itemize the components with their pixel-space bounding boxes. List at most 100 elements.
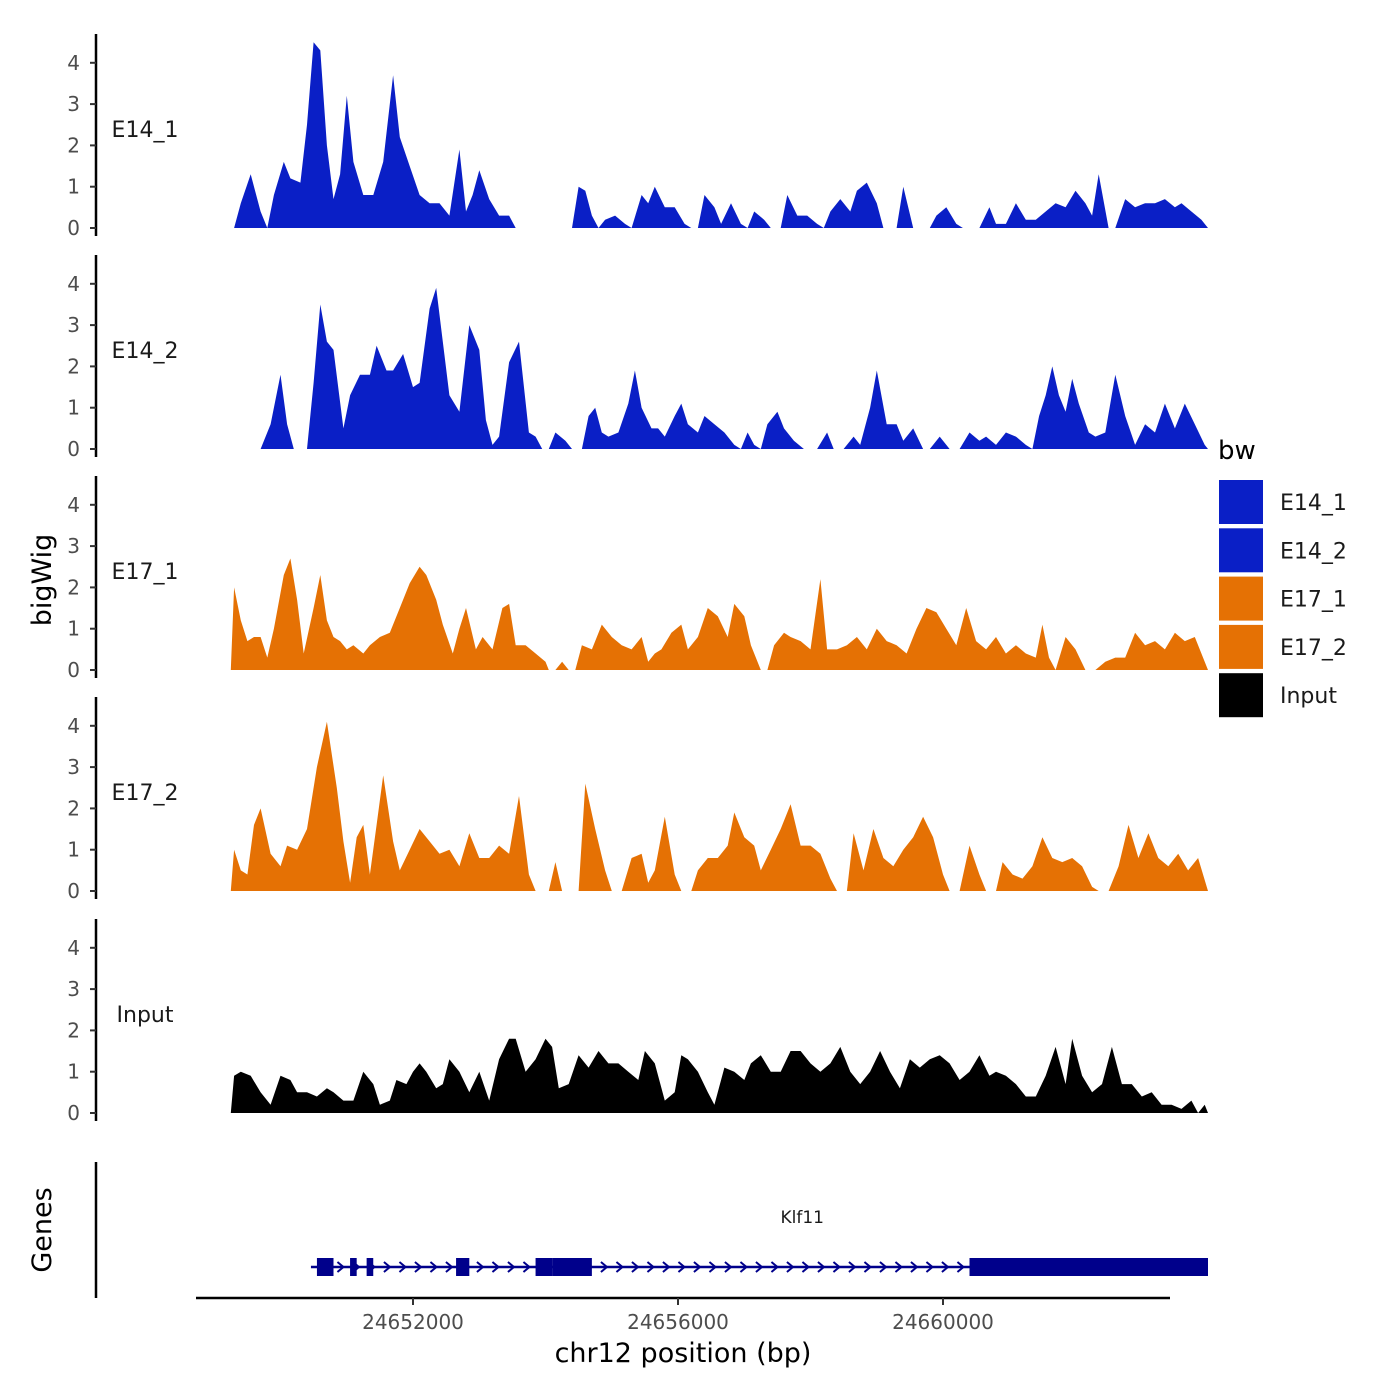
strand-chevron bbox=[786, 1261, 795, 1273]
strand-chevron bbox=[507, 1261, 516, 1273]
strand-chevron bbox=[832, 1261, 842, 1273]
track-label: E17_2 bbox=[112, 781, 179, 806]
strand-chevron bbox=[336, 1261, 346, 1273]
track-e17-2: 0 1 2 3 4 E17_2 bbox=[67, 697, 1209, 903]
legend: bw E14_1 E14_2 E17_1 E17_2 Input bbox=[1218, 436, 1347, 718]
x-axis: 24652000 24656000 24660000 chr12 position … bbox=[196, 1296, 1170, 1369]
gene-name-label: Klf11 bbox=[780, 1208, 824, 1228]
y-tick-label: 1 bbox=[67, 396, 80, 420]
strand-chevron bbox=[941, 1261, 950, 1273]
gene-exon bbox=[366, 1258, 374, 1276]
legend-swatch bbox=[1219, 673, 1263, 718]
track-label: Input bbox=[117, 1003, 174, 1028]
signal-area-input bbox=[230, 1038, 1209, 1113]
x-tick-label: 24660000 bbox=[892, 1310, 994, 1334]
track-e14-1: 0 1 2 3 4 E14_1 bbox=[67, 34, 1209, 240]
track-input: 0 1 2 3 4 Input bbox=[67, 919, 1209, 1125]
strand-chevron bbox=[755, 1261, 764, 1273]
strand-chevron bbox=[445, 1261, 454, 1273]
strand-chevron bbox=[848, 1261, 857, 1273]
y-tick-label: 1 bbox=[67, 617, 80, 641]
strand-chevron bbox=[801, 1261, 811, 1273]
y-tick-label: 0 bbox=[67, 658, 80, 682]
strand-chevron bbox=[925, 1261, 935, 1273]
strand-chevron bbox=[600, 1261, 609, 1273]
y-tick-label: 3 bbox=[67, 313, 80, 337]
strand-chevron bbox=[894, 1261, 904, 1273]
legend-items: E14_1 E14_2 E17_1 E17_2 Input bbox=[1219, 480, 1347, 718]
legend-label: E14_1 bbox=[1280, 491, 1347, 516]
legend-item-e17-2: E17_2 bbox=[1219, 624, 1347, 669]
strand-chevron bbox=[708, 1261, 718, 1273]
legend-swatch bbox=[1219, 576, 1263, 621]
y-axis-title: bigWig bbox=[27, 534, 58, 627]
signal-area-e17-2 bbox=[230, 721, 1209, 891]
strand-chevron bbox=[476, 1261, 485, 1273]
strand-chevron bbox=[491, 1261, 501, 1273]
gene-exon bbox=[535, 1258, 553, 1276]
signal-tracks: 0 1 2 3 4 E14_1 0 1 2 3 4 E14_2 0 1 2 3 4 E17_1 0 1 2 3 4 E17_2… bbox=[67, 34, 1209, 1125]
y-tick-label: 1 bbox=[67, 175, 80, 199]
x-axis-title: chr12 position (bp) bbox=[555, 1338, 812, 1369]
y-tick-label: 1 bbox=[67, 838, 80, 862]
y-tick-label: 4 bbox=[67, 51, 80, 75]
track-e14-2: 0 1 2 3 4 E14_2 bbox=[67, 255, 1209, 461]
gene-model: Klf11 bbox=[310, 1208, 1208, 1276]
legend-item-e17-1: E17_1 bbox=[1219, 576, 1347, 621]
strand-chevron bbox=[646, 1261, 656, 1273]
strand-chevron bbox=[693, 1261, 702, 1273]
y-tick-label: 4 bbox=[67, 714, 80, 738]
y-tick-label: 0 bbox=[67, 1101, 80, 1125]
strand-chevron bbox=[879, 1261, 888, 1273]
legend-label: E17_2 bbox=[1280, 636, 1347, 661]
y-tick-label: 3 bbox=[67, 534, 80, 558]
gene-exon bbox=[552, 1258, 592, 1276]
strand-chevron bbox=[956, 1261, 966, 1273]
legend-label: Input bbox=[1280, 684, 1337, 709]
signal-area-e14-1 bbox=[234, 42, 1209, 229]
legend-swatch bbox=[1219, 624, 1263, 669]
gene-exon bbox=[456, 1258, 470, 1276]
genes-track-title: Genes bbox=[27, 1187, 58, 1272]
genes-track: Genes Klf11 bbox=[27, 1162, 1208, 1298]
y-tick-label: 1 bbox=[67, 1060, 80, 1084]
signal-area-e14-2 bbox=[260, 287, 1209, 449]
track-label: E17_1 bbox=[112, 560, 179, 585]
y-tick-label: 0 bbox=[67, 437, 80, 461]
y-tick-label: 2 bbox=[67, 354, 80, 378]
strand-chevron bbox=[910, 1261, 919, 1273]
gene-exon bbox=[350, 1258, 357, 1276]
legend-label: E17_1 bbox=[1280, 588, 1347, 613]
strand-chevron bbox=[522, 1261, 532, 1273]
legend-swatch bbox=[1219, 480, 1263, 524]
strand-chevron bbox=[863, 1261, 873, 1273]
signal-area-e17-1 bbox=[230, 558, 1209, 670]
y-tick-label: 3 bbox=[67, 755, 80, 779]
legend-swatch bbox=[1219, 528, 1263, 573]
track-label: E14_1 bbox=[112, 118, 179, 143]
y-tick-label: 2 bbox=[67, 1018, 80, 1042]
legend-item-input: Input bbox=[1219, 673, 1337, 718]
strand-chevron bbox=[662, 1261, 671, 1273]
track-e17-1: 0 1 2 3 4 E17_1 bbox=[67, 476, 1209, 682]
legend-title: bw bbox=[1218, 436, 1256, 466]
gene-exon bbox=[316, 1258, 334, 1276]
y-tick-label: 4 bbox=[67, 493, 80, 517]
track-label: E14_2 bbox=[112, 339, 179, 364]
gene-exon bbox=[969, 1258, 1208, 1276]
strand-chevron bbox=[398, 1261, 408, 1273]
y-tick-label: 4 bbox=[67, 272, 80, 296]
strand-chevron bbox=[615, 1261, 625, 1273]
x-ticks: 24652000 24656000 24660000 bbox=[362, 1298, 994, 1334]
y-tick-label: 2 bbox=[67, 133, 80, 157]
strand-chevron bbox=[383, 1261, 392, 1273]
strand-chevron bbox=[739, 1261, 749, 1273]
legend-item-e14-1: E14_1 bbox=[1219, 480, 1347, 524]
x-tick-label: 24656000 bbox=[627, 1310, 729, 1334]
y-tick-label: 0 bbox=[67, 879, 80, 903]
y-tick-label: 2 bbox=[67, 796, 80, 820]
legend-item-e14-2: E14_2 bbox=[1219, 528, 1347, 573]
strand-chevron bbox=[631, 1261, 640, 1273]
legend-label: E14_2 bbox=[1280, 539, 1347, 564]
